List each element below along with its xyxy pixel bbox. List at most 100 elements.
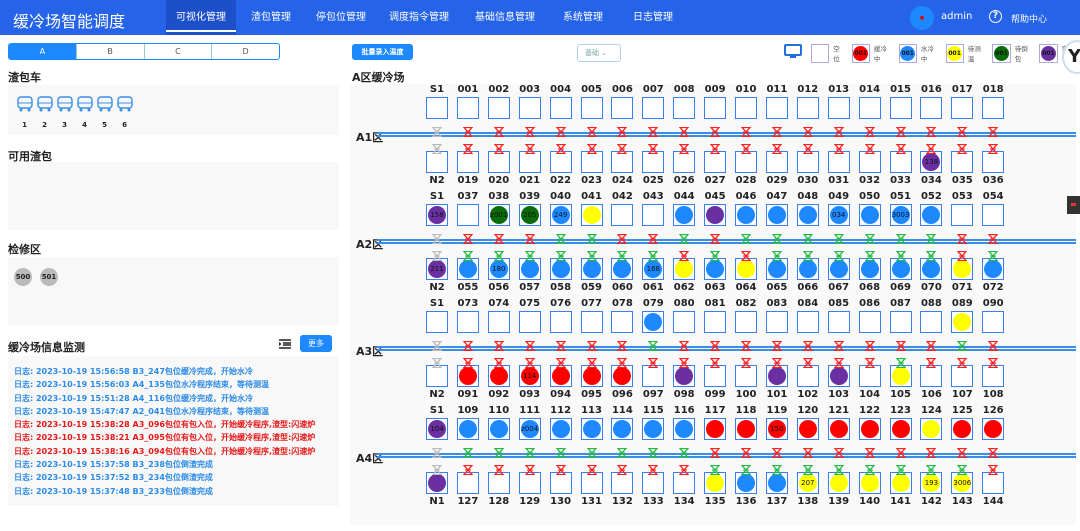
slot-cell[interactable] [580, 472, 603, 494]
slot-cell[interactable] [765, 151, 788, 173]
truck-item[interactable]: 5 [95, 96, 114, 131]
valve-icon[interactable] [616, 139, 628, 155]
slag-pack-y[interactable]: 193 [922, 474, 941, 492]
slot-cell[interactable] [518, 472, 541, 494]
nav-parking[interactable]: 停包位管理 [316, 12, 366, 23]
slag-pack-b[interactable] [644, 313, 663, 331]
valve-icon[interactable] [895, 246, 906, 262]
valve-icon[interactable] [740, 246, 752, 262]
slot-cell[interactable] [982, 311, 1005, 333]
slot-cell[interactable] [580, 365, 603, 387]
slot-cell[interactable] [827, 311, 850, 333]
slag-pack-b[interactable]: z004 [520, 420, 539, 438]
slot-cell[interactable] [951, 365, 974, 387]
valve-icon[interactable] [709, 139, 721, 155]
slot-cell[interactable] [704, 418, 727, 440]
slot-cell[interactable] [642, 365, 665, 387]
slag-pack-b[interactable] [798, 260, 817, 278]
valve-icon[interactable] [647, 443, 659, 459]
slot-cell[interactable] [642, 97, 665, 119]
slot-cell[interactable] [580, 258, 603, 280]
repair-pack[interactable]: 500 [14, 268, 32, 286]
slot-cell[interactable] [611, 258, 634, 280]
valve-icon[interactable] [987, 336, 999, 352]
batch-temp-button[interactable]: 批量录入温度 [352, 44, 413, 60]
slag-pack-y[interactable] [953, 313, 972, 331]
slot-cell[interactable] [704, 365, 727, 387]
valve-icon[interactable] [524, 139, 536, 155]
valve-icon[interactable] [524, 443, 536, 459]
slot-cell[interactable]: 207 [796, 472, 819, 494]
slot-cell[interactable] [858, 472, 881, 494]
slag-pack-y[interactable] [737, 260, 755, 278]
valve-icon[interactable] [987, 229, 999, 245]
valve-icon[interactable] [616, 336, 628, 352]
slag-pack-b[interactable] [675, 420, 694, 438]
valve-icon[interactable] [586, 139, 597, 155]
slag-pack-y[interactable] [953, 260, 972, 278]
slot-cell[interactable] [549, 151, 572, 173]
slot-cell[interactable] [951, 418, 974, 440]
valve-icon[interactable] [956, 139, 968, 155]
tab-a[interactable]: A [9, 44, 76, 59]
slot-cell[interactable] [426, 472, 448, 494]
slot-cell[interactable] [704, 311, 727, 333]
valve-icon[interactable] [864, 122, 876, 138]
valve-icon[interactable] [555, 336, 567, 352]
slag-pack-b[interactable] [860, 206, 879, 224]
slot-cell[interactable] [889, 418, 912, 440]
valve-icon[interactable] [925, 229, 937, 245]
valve-icon[interactable] [555, 246, 567, 262]
nav-dispatch[interactable]: 调度指令管理 [389, 12, 449, 23]
slag-pack-y[interactable] [675, 260, 694, 278]
slag-pack-p[interactable] [829, 367, 848, 385]
valve-icon[interactable] [740, 122, 752, 138]
slot-cell[interactable] [982, 204, 1005, 226]
slot-cell[interactable]: 249 [549, 204, 572, 226]
valve-icon[interactable] [987, 443, 999, 459]
valve-icon[interactable] [740, 460, 752, 476]
slot-cell[interactable] [549, 258, 572, 280]
valve-icon[interactable] [864, 246, 876, 262]
valve-icon[interactable] [802, 353, 814, 369]
more-button[interactable]: 更多 [300, 335, 332, 352]
slag-pack-r[interactable] [582, 367, 601, 385]
slot-cell[interactable] [735, 365, 757, 387]
valve-icon[interactable] [987, 122, 999, 138]
valve-icon[interactable] [956, 122, 968, 138]
valve-icon[interactable] [925, 246, 937, 262]
valve-icon[interactable] [616, 353, 628, 369]
slot-cell[interactable] [456, 97, 479, 119]
slag-pack-p[interactable]: 211 [428, 260, 446, 278]
valve-icon[interactable] [647, 353, 659, 369]
slag-pack-r[interactable] [706, 420, 725, 438]
valve-icon[interactable] [895, 443, 906, 459]
tab-d[interactable]: D [211, 44, 279, 59]
slot-cell[interactable] [611, 472, 634, 494]
valve-icon[interactable] [864, 443, 876, 459]
valve-icon[interactable] [524, 353, 536, 369]
slot-cell[interactable] [426, 311, 448, 333]
slot-cell[interactable] [426, 151, 448, 173]
valve-icon[interactable] [895, 229, 906, 245]
valve-icon[interactable] [493, 460, 505, 476]
slot-cell[interactable] [456, 151, 479, 173]
valve-icon[interactable] [678, 139, 690, 155]
slot-cell[interactable] [765, 365, 788, 387]
slag-pack-r[interactable] [829, 420, 848, 438]
slag-pack-r[interactable] [891, 420, 910, 438]
slag-pack-b[interactable] [829, 260, 848, 278]
slot-cell[interactable] [549, 97, 572, 119]
slag-pack-b[interactable] [706, 260, 725, 278]
valve-icon[interactable] [524, 336, 536, 352]
slag-pack-b[interactable] [798, 206, 817, 224]
valve-icon[interactable] [802, 229, 814, 245]
slot-cell[interactable] [858, 365, 881, 387]
valve-icon[interactable] [555, 353, 567, 369]
slot-cell[interactable] [920, 204, 943, 226]
slot-cell[interactable]: 114 [518, 365, 541, 387]
side-drawer-toggle[interactable] [1067, 196, 1080, 214]
slag-pack-y[interactable] [922, 420, 941, 438]
valve-icon[interactable] [493, 139, 505, 155]
slag-pack-r[interactable] [489, 367, 508, 385]
